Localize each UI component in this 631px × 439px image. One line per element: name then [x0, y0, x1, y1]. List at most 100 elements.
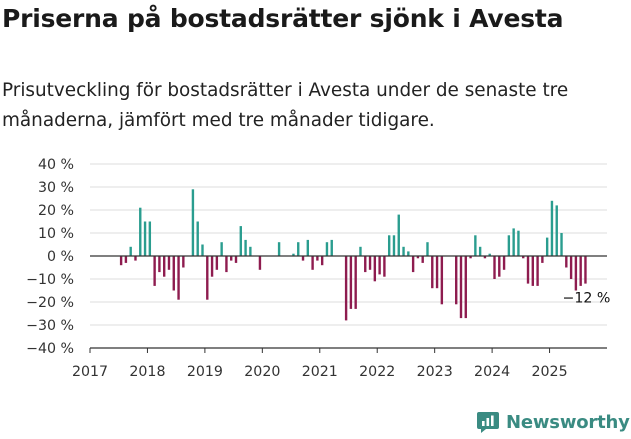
bar — [344, 256, 348, 321]
last-value-label: −12 % — [562, 291, 610, 307]
chart-title: Priserna på bostadsrätter sjönk i Avesta — [2, 4, 564, 33]
newsworthy-logo-icon — [477, 412, 499, 433]
bar — [507, 235, 511, 256]
y-tick-label: 40 % — [38, 157, 74, 173]
x-tick-label: 2022 — [359, 364, 395, 380]
bar — [249, 246, 252, 256]
bar — [244, 239, 247, 256]
bar — [373, 256, 377, 282]
y-tick-label: −20 % — [26, 295, 74, 311]
bar — [392, 235, 396, 256]
bar — [172, 256, 175, 291]
bar — [297, 242, 300, 256]
brand-name: Newsworthy — [506, 411, 630, 433]
bar — [517, 230, 520, 256]
bar — [402, 246, 405, 256]
bar — [584, 256, 587, 284]
bar — [455, 256, 458, 305]
bar — [191, 189, 195, 256]
bar — [148, 221, 152, 256]
bar — [306, 239, 310, 256]
bar — [579, 256, 582, 286]
bar — [560, 233, 563, 256]
bar — [550, 200, 554, 256]
bar — [196, 221, 199, 256]
bar — [177, 256, 180, 300]
bar — [569, 256, 573, 279]
bar — [311, 256, 314, 270]
bar — [478, 246, 482, 256]
bar — [512, 228, 515, 256]
bar — [230, 256, 233, 261]
bar — [320, 256, 324, 266]
y-tick-label: −30 % — [26, 318, 74, 334]
bar — [134, 256, 137, 261]
bar — [292, 253, 295, 256]
bars — [119, 189, 587, 321]
bar — [464, 256, 467, 319]
bar — [459, 256, 463, 319]
bar — [330, 239, 333, 256]
bar — [536, 256, 539, 286]
bar — [215, 256, 219, 270]
bar — [474, 235, 477, 256]
x-tick-label: 2020 — [244, 364, 280, 380]
y-tick-label: −40 % — [26, 341, 74, 357]
bar — [119, 256, 123, 266]
annotations: −12 % — [562, 291, 610, 307]
bar — [383, 256, 386, 277]
bar — [545, 237, 549, 256]
bar — [354, 256, 357, 309]
bar — [206, 256, 209, 300]
bar — [502, 256, 506, 270]
bar — [488, 253, 491, 256]
x-tick-label: 2024 — [474, 364, 510, 380]
bar-chart: 40 %30 %20 %10 %0 %−10 %−20 %−30 %−40 % … — [26, 157, 610, 380]
newsworthy-logo: Newsworthy — [476, 409, 630, 435]
bar — [526, 256, 530, 284]
bar — [359, 246, 362, 256]
y-tick-label: 20 % — [38, 203, 74, 219]
y-axis-labels: 40 % 30 % 20 % 10 % 0 % −10 % −20 % −30 % −40 % — [26, 157, 74, 357]
y-tick-label: 10 % — [38, 226, 74, 242]
bar — [431, 256, 434, 289]
bar — [201, 244, 204, 256]
x-axis-labels: 2017 2018 2019 2020 2021 2022 2023 2024 2025 — [72, 364, 568, 380]
bar — [301, 256, 305, 261]
bar — [143, 221, 147, 256]
bar — [167, 256, 171, 270]
bar — [129, 246, 132, 256]
bar — [522, 256, 525, 259]
bar — [316, 256, 319, 261]
bar — [163, 256, 166, 277]
bar — [378, 256, 381, 275]
bar — [435, 256, 439, 289]
y-tick-label: −10 % — [26, 272, 74, 288]
chart-subtitle: Prisutveckling för bostadsrätter i Avest… — [2, 80, 569, 131]
bar — [440, 256, 444, 305]
bar — [277, 242, 281, 256]
x-tick-label: 2021 — [302, 364, 338, 380]
bar — [411, 256, 415, 273]
bar — [239, 226, 242, 256]
y-tick-label: 0 % — [47, 249, 74, 265]
bar — [574, 256, 578, 291]
bar — [541, 256, 544, 263]
bar — [531, 256, 534, 286]
bar — [397, 214, 400, 256]
bar — [258, 256, 262, 270]
x-tick-label: 2023 — [417, 364, 453, 380]
bar — [234, 256, 238, 263]
bar — [483, 256, 487, 259]
bar — [325, 242, 329, 256]
bar — [158, 256, 161, 273]
bar — [416, 256, 420, 259]
bar — [220, 242, 223, 256]
bar — [407, 251, 410, 256]
bar — [469, 256, 472, 259]
y-tick-label: 30 % — [38, 180, 74, 196]
bar — [139, 207, 142, 256]
bar — [368, 256, 372, 270]
bar — [565, 256, 568, 268]
x-tick-label: 2025 — [532, 364, 568, 380]
